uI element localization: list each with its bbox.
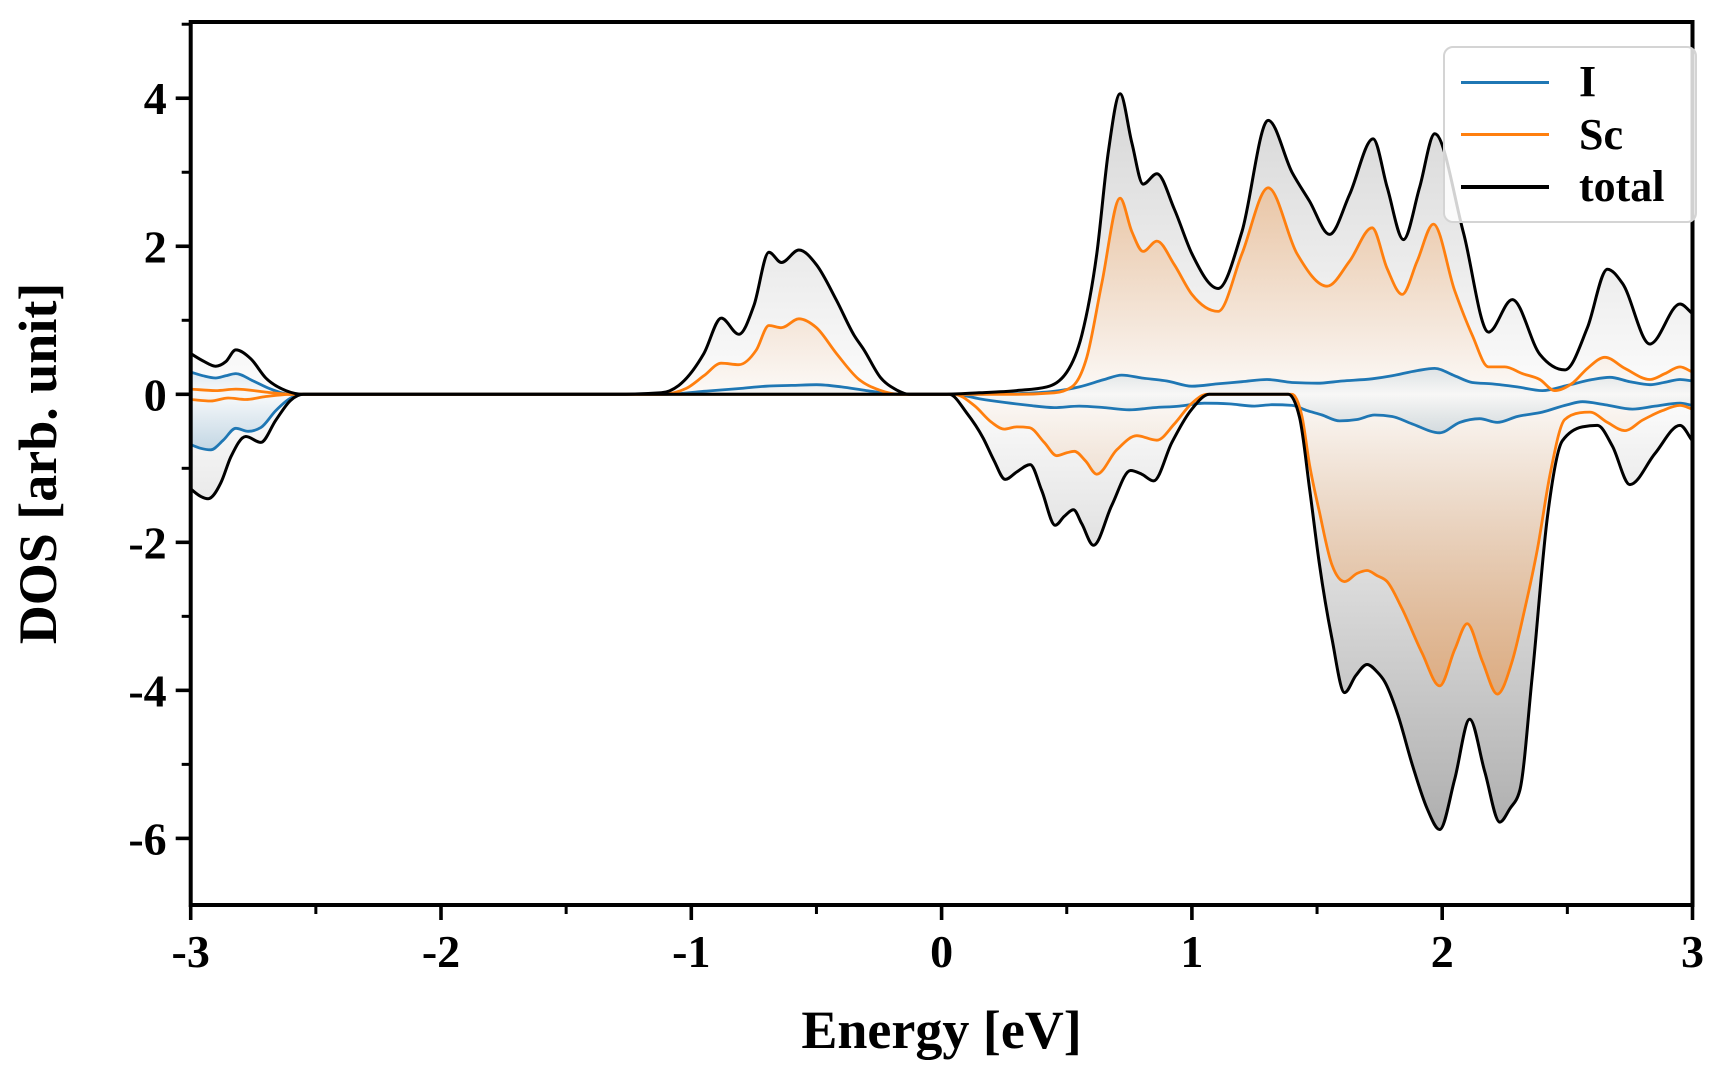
x-tick-label: -1 [672, 926, 710, 977]
fill-sc-spin-down [190, 394, 1693, 695]
x-tick-label: 0 [930, 926, 953, 977]
fill-sc-spin-up [190, 187, 1693, 395]
x-axis-label: Energy [eV] [801, 1000, 1081, 1060]
x-tick-label: 1 [1180, 926, 1203, 977]
legend-line-swatch-total [1461, 185, 1549, 189]
legend-item-sc: Sc [1461, 109, 1685, 159]
legend-label: Sc [1579, 109, 1623, 159]
legend-line-swatch-sc [1461, 132, 1549, 137]
line-sc-spin-up [190, 186, 1693, 396]
fill-i-spin-up [190, 368, 1693, 395]
legend-line-swatch-i [1461, 80, 1549, 84]
x-tick-label: 3 [1681, 926, 1704, 977]
legend-item-i: I [1461, 60, 1685, 104]
x-tick-label: 2 [1431, 926, 1454, 977]
y-tick-label: -6 [128, 813, 166, 864]
fill-i-spin-down [190, 394, 1693, 450]
y-tick-label: 0 [144, 369, 167, 420]
y-tick-label: -4 [128, 665, 166, 716]
legend-label: I [1579, 57, 1597, 107]
series-curves [190, 92, 1693, 831]
legend-label: total [1579, 161, 1665, 211]
y-tick-label: 2 [144, 221, 167, 272]
line-i-spin-down [190, 392, 1693, 452]
y-tick-label: -2 [128, 517, 166, 568]
y-axis-label: DOS [arb. unit] [8, 283, 68, 645]
y-tick-label: 4 [144, 73, 167, 124]
line-total-spin-down [190, 392, 1693, 831]
legend-item-total: total [1461, 161, 1685, 211]
axes: -3 -2 -1 0 1 2 3 4 2 0 -2 -4 -6 [128, 20, 1704, 977]
x-tick-label: -3 [172, 926, 210, 977]
legend: I Sc total [1443, 46, 1697, 223]
x-tick-label: -2 [422, 926, 460, 977]
